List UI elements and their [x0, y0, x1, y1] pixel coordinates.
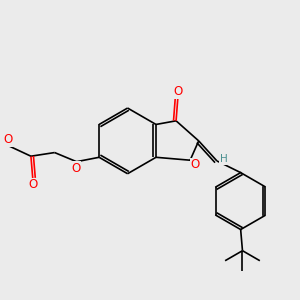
Text: O: O — [71, 162, 81, 175]
Text: O: O — [3, 133, 13, 146]
Text: O: O — [173, 85, 182, 98]
Text: H: H — [220, 154, 227, 164]
Text: O: O — [190, 158, 200, 172]
Text: O: O — [29, 178, 38, 191]
